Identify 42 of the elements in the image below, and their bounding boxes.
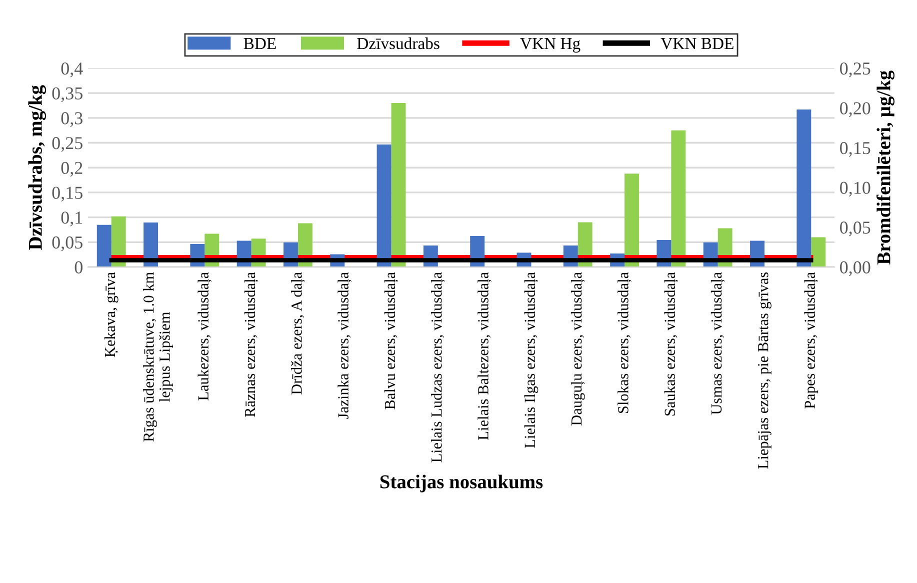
x-tick-label: Ķekava, grīva	[104, 272, 118, 358]
legend-label: VKN BDE	[660, 38, 734, 50]
y-tick-label: 0,4	[61, 62, 83, 78]
x-tick-label: Dauguļu ezers, vidusdaļa	[570, 272, 585, 426]
x-tick-label: Slokas ezers, vidusdaļa	[618, 272, 632, 413]
bar	[796, 110, 812, 268]
y-tick-label: 0,25	[52, 137, 82, 152]
bar	[811, 237, 826, 268]
x-tick-label: Rīgas ūdenskrātuve, 1.0 km lejpus Lipšiem	[143, 272, 173, 442]
y2-tick-label: 0,20	[840, 102, 870, 118]
y-tick-label: 0,1	[61, 212, 82, 226]
x-tick-label: Lielais Ludzas ezers, vidusdaļa	[430, 272, 445, 462]
x-tick-label: Lielais Ilgas ezers, vidusdaļa	[524, 272, 538, 448]
y-tick-label: 0,2	[61, 162, 82, 177]
y-tick-label: 0,3	[61, 112, 82, 127]
y2-tick-label: 0,25	[840, 62, 870, 78]
x-tick-label: Saukas ezers, vidusdaļa	[664, 272, 678, 416]
y-tick-label: 0,05	[52, 236, 82, 252]
x-tick-label: Rāznas ezers, vidusdaļa	[244, 272, 258, 417]
y2-tick-label: 0,10	[840, 182, 870, 197]
x-tick-label: Laukezers, vidusdaļa	[198, 272, 212, 400]
x-tick-label: Drīdža ezers, A daļa	[291, 272, 305, 394]
legend-label: Dzīvsudrabs	[357, 37, 440, 50]
x-tick-label: Usmas ezers, vidusdaļa	[710, 272, 725, 415]
x-tick-label: Papes ezers, vidusdaļa	[804, 272, 818, 408]
y-tick-label: 0	[74, 261, 82, 274]
x-tick-label: Liepājas ezers, pie Bārtas grīvas	[758, 272, 772, 469]
y2-tick-label: 0,00	[840, 261, 870, 276]
y-axis-title: Dzīvsudrabs, mg/kg	[28, 85, 46, 250]
y-tick-label: 0,35	[52, 87, 82, 102]
x-tick-label: Balvu ezers, vidusdaļa	[384, 272, 398, 410]
y2-axis-title: Bromdifenilēteri, µg/kg	[876, 70, 894, 265]
x-tick-label: Lielais Baltezers, vidusdaļa	[478, 272, 492, 440]
legend-label: BDE	[244, 38, 276, 50]
y2-tick-label: 0,15	[840, 142, 870, 157]
y-tick-label: 0,15	[52, 186, 82, 202]
y2-tick-label: 0,05	[840, 222, 870, 236]
x-tick-label: Jazinka ezers, vidusdaļa	[338, 272, 352, 419]
legend-label: VKN Hg	[520, 38, 580, 53]
bar	[671, 130, 686, 268]
x-axis-title: Stacijas nosaukums	[380, 474, 543, 492]
bar	[624, 174, 639, 268]
